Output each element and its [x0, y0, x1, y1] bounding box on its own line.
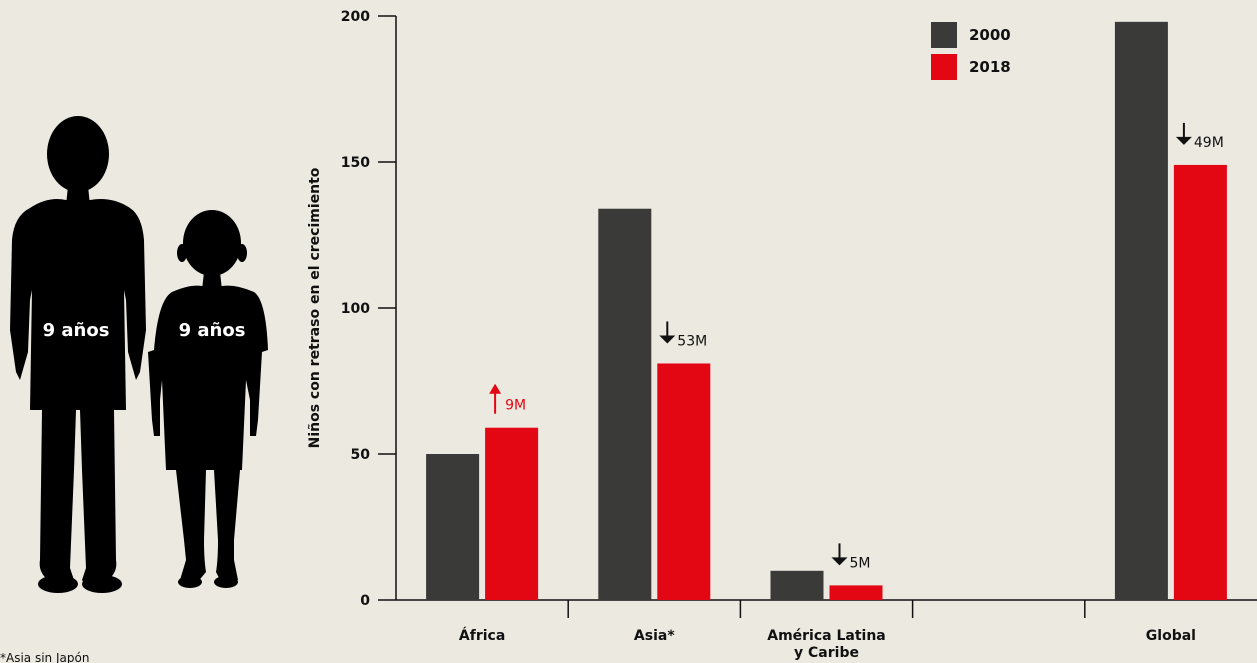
footnote: *Asia sin Japón: [0, 651, 89, 663]
short-child-age-label: 9 años: [179, 320, 246, 341]
x-category-label: América Latina y Caribe: [767, 628, 886, 661]
child-silhouettes: 9 años 9 años: [10, 116, 268, 593]
x-category-label: Global: [1146, 628, 1196, 644]
change-label: 49M: [1194, 135, 1224, 151]
bar-2000-2: [598, 208, 652, 600]
legend-label-2000: 2000: [969, 26, 1011, 44]
change-arrow-down-icon: [659, 335, 676, 344]
bar-2018-1: [485, 427, 539, 600]
change-arrow-down-icon: [831, 557, 848, 566]
y-tick-label: 50: [351, 447, 371, 463]
x-category-label: África: [459, 627, 505, 644]
legend-swatch-2000: [931, 22, 957, 48]
bar-2000-1: [426, 454, 480, 600]
bar-2018-5: [1173, 164, 1227, 601]
bar-2000-3: [770, 570, 824, 600]
change-arrow-down-icon: [1175, 136, 1192, 145]
y-tick-label: 100: [341, 301, 370, 317]
legend-swatch-2018: [931, 54, 957, 80]
bar-2018-2: [657, 363, 711, 600]
change-arrow-up-icon: [489, 383, 502, 394]
y-tick-label: 150: [341, 155, 370, 171]
change-label: 9M: [505, 398, 526, 414]
x-category-label: Asia*: [634, 628, 675, 644]
bar-2018-3: [829, 585, 883, 600]
tall-child-age-label: 9 años: [43, 320, 110, 341]
change-label: 5M: [850, 555, 871, 571]
y-tick-label: 200: [341, 9, 370, 25]
y-axis-label: Niños con retraso en el crecimiento: [307, 167, 323, 448]
y-tick-label: 0: [360, 593, 370, 609]
legend-label-2018: 2018: [969, 58, 1011, 76]
short-child-silhouette: [148, 210, 268, 588]
change-label: 53M: [677, 333, 707, 349]
bar-2000-5: [1114, 21, 1168, 600]
tall-child-silhouette: [10, 116, 146, 593]
